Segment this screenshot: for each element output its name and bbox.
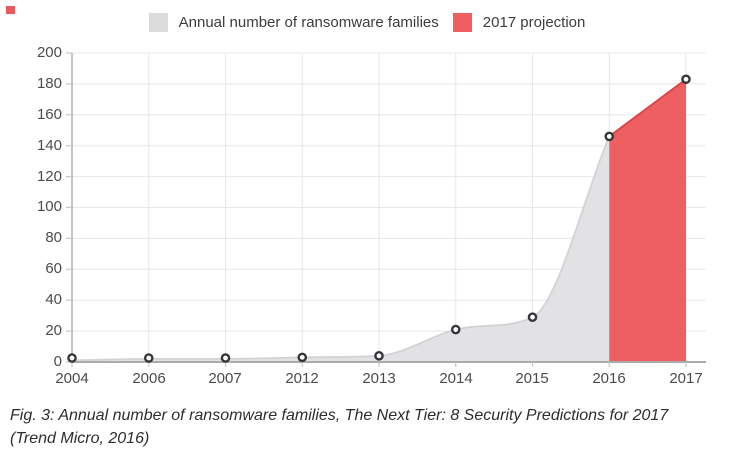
x-axis-label-2014: 2014 <box>439 370 473 387</box>
legend-label-2017-projection: 2017 projection <box>482 14 586 31</box>
data-point-marker[interactable] <box>67 353 77 363</box>
data-point-marker[interactable] <box>681 74 691 85</box>
x-axis-label-2016: 2016 <box>592 370 626 387</box>
legend-swatch-gray <box>148 13 168 32</box>
y-axis-tick-label: 120 <box>36 168 62 185</box>
y-axis-tick-label: 180 <box>36 75 62 92</box>
caption-line-1: Fig. 3: Annual number of ransomware fami… <box>10 407 669 424</box>
series-area-2017-projection <box>609 79 686 362</box>
series-area-annual-families <box>72 136 610 362</box>
y-axis-tick-label: 40 <box>45 291 62 308</box>
x-axis-label-2004: 2004 <box>55 370 89 387</box>
chart-legend: Annual number of ransomware families 201… <box>0 13 734 32</box>
series-line-2017-projection <box>608 78 687 138</box>
x-axis-label-2013: 2013 <box>362 370 396 387</box>
y-axis-tick-label: 140 <box>36 137 62 154</box>
data-point-marker[interactable] <box>604 131 615 142</box>
red-corner-mark <box>6 6 15 14</box>
chart-canvas <box>66 52 706 367</box>
legend-swatch-red <box>452 13 472 32</box>
data-point-marker[interactable] <box>220 353 231 363</box>
legend-label-annual-families: Annual number of ransomware families <box>178 14 439 31</box>
x-axis-label-2017: 2017 <box>669 370 703 387</box>
y-axis-tick-label: 160 <box>36 106 62 123</box>
x-axis-label-2012: 2012 <box>285 370 319 387</box>
x-axis-label-2006: 2006 <box>132 370 166 387</box>
y-axis-tick-label: 80 <box>45 229 62 246</box>
figure-caption: Fig. 3: Annual number of ransomware fami… <box>10 404 724 450</box>
data-point-marker[interactable] <box>297 352 308 363</box>
y-axis-tick-label: 20 <box>45 322 62 339</box>
legend-item-annual-families[interactable]: Annual number of ransomware families <box>148 13 439 32</box>
data-point-marker[interactable] <box>374 351 384 361</box>
data-point-marker[interactable] <box>143 353 154 363</box>
data-point-marker[interactable] <box>450 324 461 335</box>
y-axis-tick-label: 0 <box>53 353 62 370</box>
y-axis-tick-label: 200 <box>36 44 62 61</box>
x-axis-label-2007: 2007 <box>208 370 242 387</box>
legend-item-2017-projection[interactable]: 2017 projection <box>452 13 586 32</box>
y-axis-tick-label: 100 <box>36 198 62 215</box>
y-axis-tick-label: 60 <box>45 260 62 277</box>
data-point-marker[interactable] <box>527 312 538 322</box>
caption-line-2: (Trend Micro, 2016) <box>10 430 150 447</box>
x-axis-label-2015: 2015 <box>515 370 549 387</box>
